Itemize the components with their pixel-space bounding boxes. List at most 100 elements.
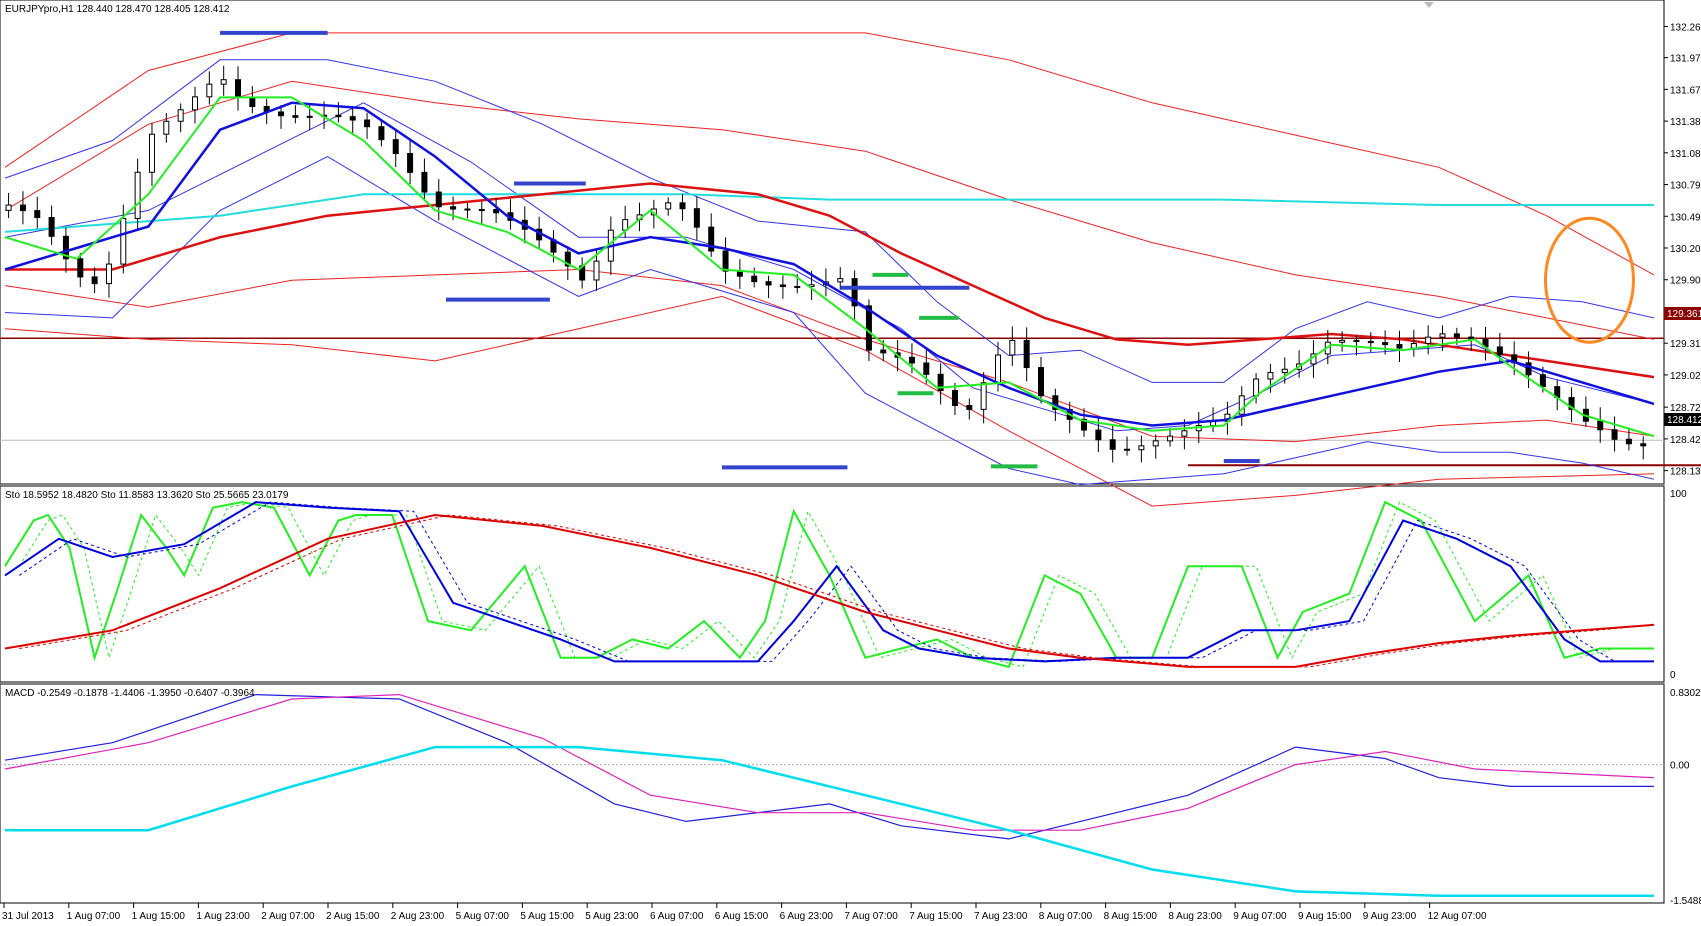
candle-body	[19, 204, 26, 212]
price-tick-label: 131.380	[1670, 117, 1701, 128]
candle-body	[34, 210, 41, 218]
candle-body	[77, 258, 84, 278]
price-panel-frame	[0, 0, 1665, 485]
candle-body	[923, 362, 930, 375]
candle-body	[765, 281, 772, 286]
stochastic-header: Sto 18.5952 18.4820 Sto 11.8583 13.3620 …	[5, 490, 289, 501]
candle-body	[1640, 443, 1647, 447]
macd-tick-label: 0.8302	[1670, 688, 1701, 699]
stochastic-line-0	[4, 500, 1654, 669]
price-tick-label: 131.970	[1670, 54, 1701, 65]
time-tick-label: 5 Aug 23:00	[585, 911, 639, 922]
candle-body	[1382, 342, 1389, 346]
candle-body	[564, 251, 571, 267]
candle-body	[1238, 395, 1245, 415]
candle-body	[1611, 429, 1618, 440]
candle-body	[1281, 368, 1288, 374]
candle-body	[163, 120, 170, 135]
time-tick-label: 6 Aug 07:00	[650, 911, 704, 922]
price-tick-label: 129.020	[1670, 371, 1701, 382]
candle-body	[1167, 435, 1174, 442]
time-tick-label: 1 Aug 07:00	[67, 911, 121, 922]
candle-body	[1052, 395, 1059, 410]
candle-body	[1625, 438, 1632, 445]
candle-body	[1597, 420, 1604, 431]
candle-body	[1138, 445, 1145, 451]
candle-body	[48, 216, 55, 237]
candle-body	[1496, 346, 1503, 356]
macd-plot	[0, 693, 1664, 897]
candle-body	[392, 139, 399, 155]
candle-body	[1396, 344, 1403, 349]
candle-body	[306, 115, 313, 118]
candle-body	[91, 276, 98, 285]
stochastic-signal-2	[19, 514, 1655, 668]
candle-body	[62, 235, 69, 260]
band-upper	[4, 59, 1655, 383]
candle-body	[1453, 333, 1460, 338]
candle-body	[794, 285, 801, 288]
candle-body	[980, 382, 987, 410]
macd-line-2	[5, 745, 1654, 897]
time-tick-label: 1 Aug 23:00	[196, 911, 250, 922]
candle-body	[679, 202, 686, 210]
candle-body	[1109, 439, 1116, 450]
candle-body	[1038, 367, 1045, 397]
candle-body	[249, 96, 256, 108]
candle-body	[378, 126, 385, 141]
candle-body	[722, 250, 729, 272]
candle-body	[865, 305, 872, 351]
time-tick-label: 5 Aug 15:00	[520, 911, 574, 922]
price-tick-label: 128.720	[1670, 403, 1701, 414]
stochastic-signal-1	[19, 501, 1654, 662]
time-tick-label: 8 Aug 23:00	[1168, 911, 1222, 922]
candle-body	[751, 275, 758, 283]
candle-body	[966, 405, 973, 410]
candle-body	[235, 79, 242, 98]
candle-body	[1009, 339, 1016, 356]
price-tick-label: 128.130	[1670, 467, 1701, 478]
candle-body	[478, 209, 485, 212]
candle-body	[1124, 448, 1131, 451]
envelope-lower-inner	[4, 268, 1655, 443]
orange-ellipse	[1543, 216, 1635, 344]
candle-body	[407, 153, 414, 173]
candle-body	[1267, 372, 1274, 380]
price-tick-label: 132.260	[1670, 22, 1701, 33]
time-tick-label: 2 Aug 07:00	[261, 911, 315, 922]
candle-body	[908, 356, 915, 364]
macd-line-1	[4, 693, 1655, 831]
stochastic-tick-label: 100	[1670, 489, 1687, 500]
candle-body	[880, 349, 887, 354]
candle-body	[292, 115, 299, 118]
candle-body	[1081, 418, 1088, 431]
candle-body	[779, 284, 786, 288]
level-label-box	[1664, 307, 1701, 320]
candle-body	[105, 263, 112, 285]
candle-body	[693, 208, 700, 228]
time-tick-label: 12 Aug 07:00	[1428, 911, 1487, 922]
time-tick-label: 2 Aug 15:00	[326, 911, 380, 922]
price-header: EURJPYpro,H1 128.440 128.470 128.405 128…	[5, 4, 230, 15]
current-price-label: 128.412	[1667, 415, 1701, 426]
stochastic-plot	[4, 500, 1655, 669]
chart-shift-marker-icon[interactable]	[1424, 2, 1434, 8]
price-tick-label: 128.425	[1670, 435, 1701, 446]
time-tick-label: 5 Aug 07:00	[456, 911, 510, 922]
candle-body	[665, 202, 672, 210]
candle-body	[278, 111, 285, 117]
candle-body	[1568, 397, 1575, 410]
candle-body	[335, 114, 342, 118]
axes: 132.260 131.970 131.675 131.380 131.085 130.7…	[2, 22, 1701, 922]
time-tick-label: 2 Aug 23:00	[391, 911, 445, 922]
macd-line-0	[4, 693, 1654, 840]
band-lower	[4, 156, 1655, 486]
candle-body	[1339, 339, 1346, 343]
macd-tick-label: 0.00	[1670, 761, 1690, 772]
stochastic-signal-0	[18, 501, 1654, 668]
candle-body	[1152, 440, 1159, 447]
price-tick-label: 130.790	[1670, 181, 1701, 192]
candle-body	[177, 109, 184, 122]
envelope-lower-outer	[4, 295, 1655, 507]
